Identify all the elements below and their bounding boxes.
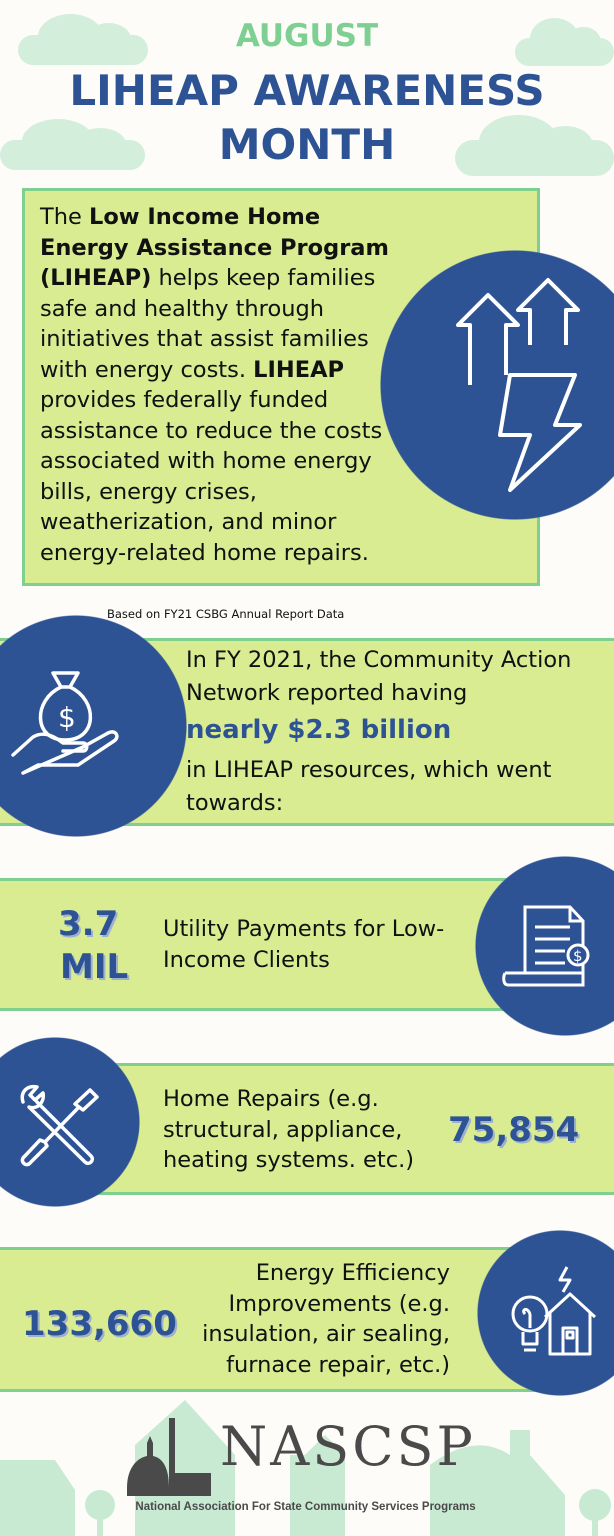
stat-label: Energy Efficiency Improvements (e.g. ins… — [202, 1260, 450, 1378]
cloud-decoration — [0, 119, 145, 170]
nascsp-logo: NASCSP — [125, 1418, 490, 1498]
stat-icon-circle — [475, 856, 614, 1036]
resources-highlight: nearly $2.3 billion — [186, 715, 452, 745]
capitol-building-icon — [127, 1418, 211, 1496]
page-title-line1: LIHEAP AWARENESS — [69, 66, 545, 115]
svg-text:$: $ — [573, 947, 583, 965]
cloud-decoration — [455, 114, 614, 176]
stat-box-home-repairs — [60, 1063, 614, 1195]
town-skyline-decoration — [0, 1400, 611, 1536]
stat-icon-circle — [0, 1037, 140, 1207]
stat-box-utility — [0, 878, 540, 1011]
page-title-line2: MONTH — [218, 120, 396, 169]
intro-text: The Low Income Home Energy Assistance Pr… — [40, 204, 389, 566]
lightbulb-house-icon — [511, 1266, 597, 1356]
cloud-decoration — [18, 14, 148, 65]
money-bag-hand-icon: $ — [11, 671, 119, 775]
resources-line1: In FY 2021, the Community Action Network… — [186, 647, 572, 706]
org-name: National Association For State Community… — [135, 1501, 476, 1513]
cloud-decoration — [515, 18, 614, 66]
stat-label: Utility Payments for Low-Income Clients — [163, 916, 445, 973]
bill-receipt-icon: $ — [502, 905, 590, 987]
resources-icon-circle — [0, 615, 187, 837]
wrench-screwdriver-icon — [20, 1084, 99, 1167]
resources-line2: in LIHEAP resources, which went towards: — [186, 757, 552, 816]
stat-label: Home Repairs (e.g. structural, appliance… — [163, 1086, 414, 1173]
lightning-arrows-icon — [456, 278, 582, 492]
program-name: Low Income Home Energy Assistance Progra… — [40, 204, 389, 291]
stat-box-energy-efficiency — [0, 1247, 540, 1392]
stat-value-line1: 3.7 — [58, 904, 119, 944]
intro-icon-circle — [380, 250, 614, 520]
stat-value: 75,854 — [448, 1110, 580, 1150]
stat-value-line2: MIL — [60, 947, 129, 987]
month-label: AUGUST — [235, 18, 379, 54]
stat-value: 133,660 — [22, 1304, 177, 1344]
svg-text:$: $ — [58, 701, 76, 734]
